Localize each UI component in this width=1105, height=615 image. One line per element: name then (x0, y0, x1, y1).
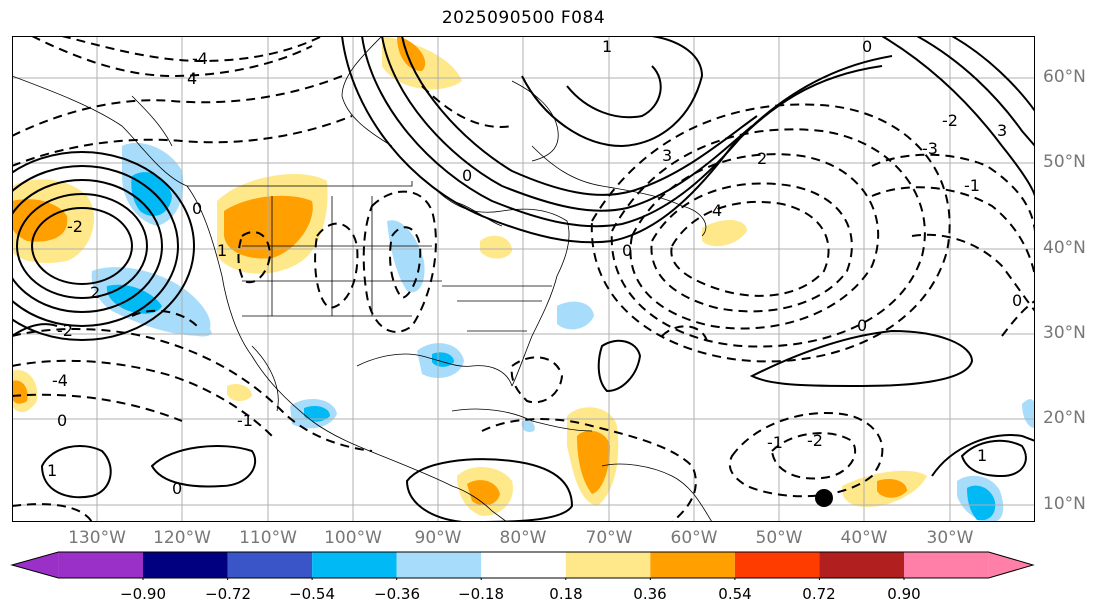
coastlines (12, 36, 713, 522)
lat-label: 60°N (1043, 67, 1086, 87)
contour-label: 0 (622, 241, 632, 260)
contours-negative (12, 36, 1035, 522)
lon-label: 30°W (926, 528, 974, 548)
map-frame (12, 36, 1035, 522)
colorbar-cell (312, 552, 397, 578)
contour-label: 3 (662, 146, 672, 165)
lon-label: 60°W (670, 528, 718, 548)
contour-label: -1 (767, 433, 783, 452)
colorbar-tick-label: −0.54 (289, 585, 335, 603)
lon-label: 100°W (324, 528, 382, 548)
colorbar-cell (58, 552, 143, 578)
colorbar-cell (396, 552, 482, 578)
colorbar-cell (734, 552, 820, 578)
colorbar-tick-label: −0.18 (458, 585, 504, 603)
colorbar-tick-label: 0.36 (633, 585, 667, 603)
map-panel: 4 1 0 3 2 0 -1 -2 -3 -4 3 0 -2 2 0 0 0 -… (12, 36, 1035, 522)
contour-label: 1 (602, 37, 612, 56)
lat-label: 20°N (1043, 408, 1086, 428)
contour-label: 0 (57, 411, 67, 430)
colorbar-cell (565, 552, 651, 578)
lat-label: 30°N (1043, 323, 1086, 343)
contour-label: 1 (217, 241, 227, 260)
contour-label: -4 (52, 371, 68, 390)
contour-label: -2 (807, 431, 823, 450)
colorbar-cell (143, 552, 228, 578)
contour-label: 0 (857, 316, 867, 335)
contour-label: 4 (712, 201, 722, 220)
lat-label: 40°N (1043, 238, 1086, 258)
contour-labels: 4 1 0 3 2 0 -1 -2 -3 -4 3 0 -2 2 0 0 0 -… (47, 37, 1022, 498)
contour-label: 0 (1012, 291, 1022, 310)
contour-label: 1 (47, 461, 57, 480)
lon-label: 80°W (499, 528, 547, 548)
contour-label: 1 (977, 446, 987, 465)
lon-label: 120°W (153, 528, 211, 548)
contour-label: 0 (192, 199, 202, 218)
colorbar-tick-label: 0.90 (887, 585, 921, 603)
contour-label: -3 (922, 139, 938, 158)
contour-label: -1 (237, 411, 253, 430)
colorbar-cell (819, 552, 904, 578)
contour-label: -4 (192, 49, 208, 68)
map-title: 2025090500 F084 (441, 8, 606, 28)
contour-label: 2 (757, 149, 767, 168)
lon-label: 40°W (840, 528, 888, 548)
contour-label: 0 (462, 166, 472, 185)
contours-positive (12, 36, 1035, 522)
colorbar-tick-label: 0.54 (718, 585, 752, 603)
lon-label: 50°W (755, 528, 803, 548)
contour-label: -2 (57, 321, 73, 340)
contour-label: 4 (187, 69, 197, 88)
colorbar-cell (481, 552, 566, 578)
colorbar-tick-label: −0.72 (205, 585, 251, 603)
colorbar-extend-low (12, 552, 59, 578)
colorbar-tick-label: 0.18 (549, 585, 583, 603)
contour-label: -2 (942, 111, 958, 130)
contour-label: -1 (964, 176, 980, 195)
lon-label: 130°W (68, 528, 126, 548)
point-marker (815, 489, 833, 507)
contour-label: 0 (862, 37, 872, 56)
lat-label: 50°N (1043, 152, 1086, 172)
colorbar-outline (10, 551, 1035, 579)
contour-label: 3 (997, 121, 1007, 140)
colorbar-tick-label: −0.90 (120, 585, 166, 603)
lon-label: 110°W (239, 528, 297, 548)
lon-label: 70°W (585, 528, 633, 548)
colorbar-cell (650, 552, 735, 578)
lat-label: 10°N (1043, 494, 1086, 514)
contour-label: -2 (67, 217, 83, 236)
contour-label: 2 (90, 283, 100, 302)
contour-label: 0 (172, 479, 182, 498)
colorbar-cell (904, 552, 989, 578)
colorbar-tick-label: 0.72 (802, 585, 836, 603)
colorbar-cell (227, 552, 313, 578)
colorbar-extend-high (988, 552, 1033, 578)
lon-label: 90°W (414, 528, 462, 548)
colorbar-tick-label: −0.36 (374, 585, 420, 603)
colorbar (10, 551, 1035, 580)
